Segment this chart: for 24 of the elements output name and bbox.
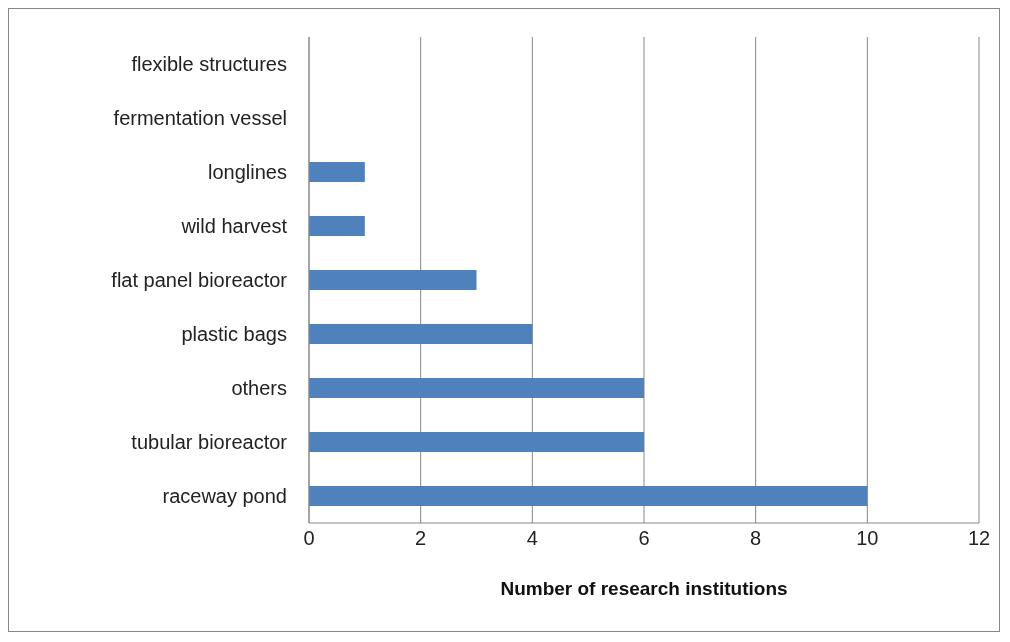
y-tick-label: longlines [208,161,287,184]
bar [309,270,477,290]
x-tick-label: 8 [750,527,762,550]
bar [309,324,533,344]
bar [309,216,365,236]
bar [309,432,644,452]
x-tick-label: 12 [967,527,991,550]
x-tick-label: 6 [638,527,650,550]
y-tick-label: tubular bioreactor [131,431,288,454]
x-tick-label: 4 [526,527,538,550]
y-tick-label: raceway pond [162,485,287,508]
x-axis-title: Number of research institutions [500,578,788,599]
y-tick-label: plastic bags [181,323,287,346]
y-tick-label: flexible structures [131,53,287,76]
bar [309,162,365,182]
y-tick-label: flat panel bioreactor [111,269,288,292]
y-tick-label: fermentation vessel [113,107,287,130]
x-tick-label: 0 [303,527,315,550]
bar [309,486,868,506]
x-tick-label: 10 [856,527,879,550]
x-tick-label: 2 [415,527,427,550]
bar [309,378,644,398]
y-tick-label: wild harvest [180,215,288,238]
y-tick-label: others [231,377,287,400]
